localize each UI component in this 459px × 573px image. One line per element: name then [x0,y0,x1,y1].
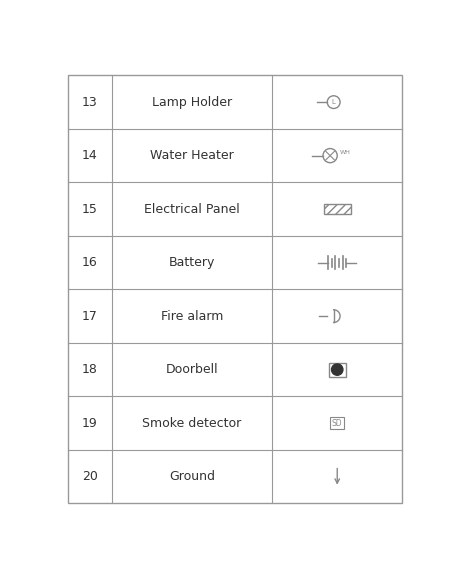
Ellipse shape [331,364,343,375]
Text: 16: 16 [82,256,98,269]
Text: 17: 17 [82,309,98,323]
Text: 14: 14 [82,149,98,162]
Text: 20: 20 [82,470,98,483]
Text: Doorbell: Doorbell [165,363,218,376]
Text: L: L [332,99,336,105]
Text: SD: SD [332,419,342,427]
Text: WH: WH [340,150,351,155]
Bar [330,417,344,429]
Text: 19: 19 [82,417,98,430]
Bar [329,363,346,376]
Bar [324,204,351,214]
Text: Lamp Holder: Lamp Holder [152,96,232,109]
Text: 18: 18 [82,363,98,376]
Text: 13: 13 [82,96,98,109]
Text: 15: 15 [82,203,98,215]
Text: Battery: Battery [168,256,215,269]
Text: Ground: Ground [169,470,215,483]
Text: Fire alarm: Fire alarm [161,309,223,323]
Text: Electrical Panel: Electrical Panel [144,203,240,215]
Text: Smoke detector: Smoke detector [142,417,241,430]
Text: Water Heater: Water Heater [150,149,234,162]
